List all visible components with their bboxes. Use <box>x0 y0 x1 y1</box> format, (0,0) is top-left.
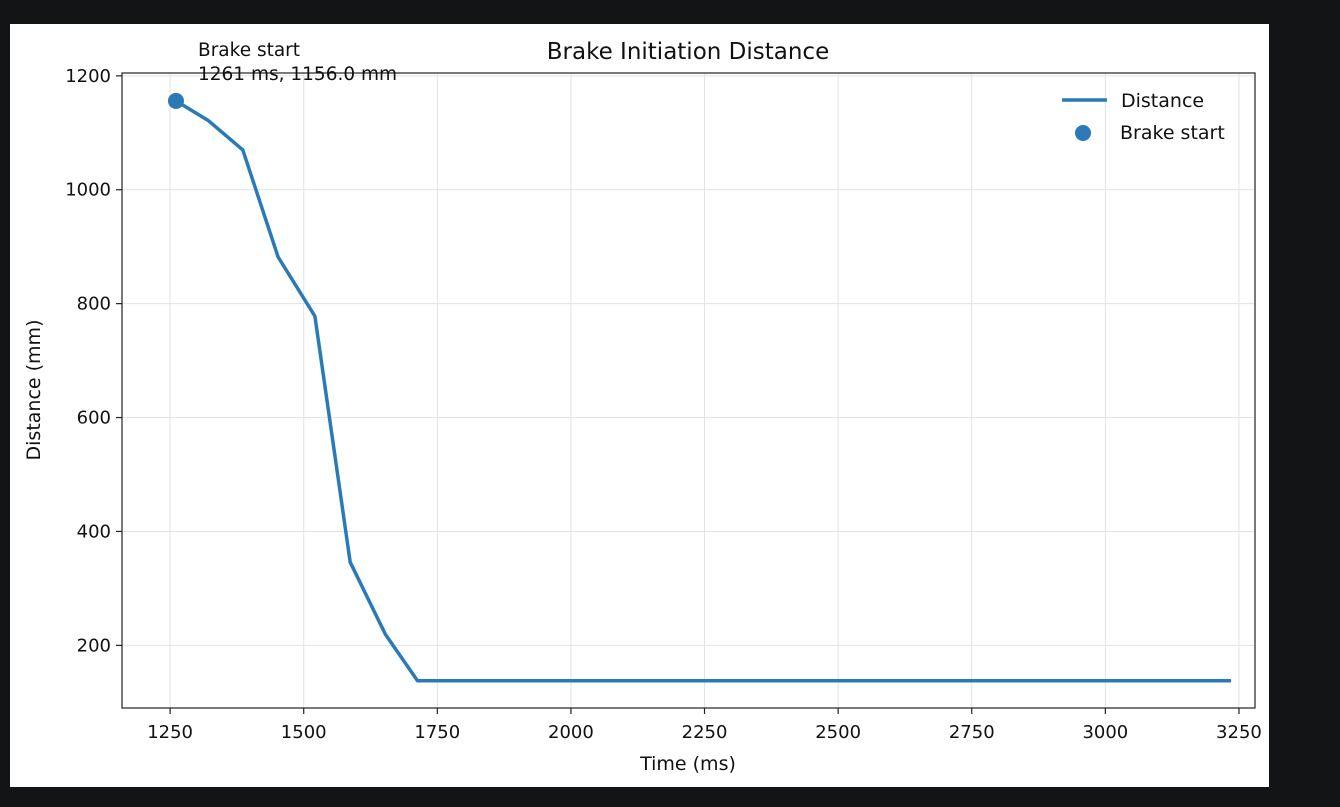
y-tick-label: 600 <box>77 408 111 429</box>
brake-start-marker <box>167 92 184 109</box>
x-tick-label: 3250 <box>1216 722 1262 743</box>
x-tick-label: 1250 <box>147 722 193 743</box>
y-tick-label: 800 <box>77 294 111 315</box>
chart-title: Brake Initiation Distance <box>547 39 829 65</box>
tick-layer: 1250 1500 1750 2000 2250 2500 2750 3000 3250 200 4… <box>65 66 1262 743</box>
x-tick-label: 1500 <box>281 722 327 743</box>
series-line-distance <box>175 99 1231 683</box>
legend: Distance Brake start <box>1062 90 1225 144</box>
y-tick-label: 1000 <box>65 180 111 201</box>
x-axis-label: Time (ms) <box>639 753 736 775</box>
y-axis-label: Distance (mm) <box>23 320 45 461</box>
x-tick-label: 2750 <box>949 722 995 743</box>
grid-layer <box>122 73 1255 708</box>
series-layer <box>167 92 1231 683</box>
legend-label-distance: Distance <box>1121 90 1204 112</box>
x-tick-label: 1750 <box>414 722 460 743</box>
annotation-line-2: 1261 ms, 1156.0 mm <box>198 64 397 85</box>
plot-area <box>121 72 1256 709</box>
x-tick-label: 2500 <box>815 722 861 743</box>
annotation-line-1: Brake start <box>198 40 300 61</box>
chart-svg: 1250 1500 1750 2000 2250 2500 2750 3000 3250 200 4… <box>23 39 1262 775</box>
y-tick-label: 1200 <box>65 66 111 87</box>
x-tick-label: 3000 <box>1082 722 1128 743</box>
y-tick-label: 200 <box>77 635 111 656</box>
chart-figure: 1250 1500 1750 2000 2250 2500 2750 3000 3250 200 4… <box>10 24 1269 787</box>
y-tick-label: 400 <box>77 521 111 542</box>
x-tick-label: 2250 <box>682 722 728 743</box>
legend-marker-swatch <box>1075 125 1091 141</box>
legend-label-brake-start: Brake start <box>1120 122 1225 144</box>
x-tick-label: 2000 <box>548 722 594 743</box>
